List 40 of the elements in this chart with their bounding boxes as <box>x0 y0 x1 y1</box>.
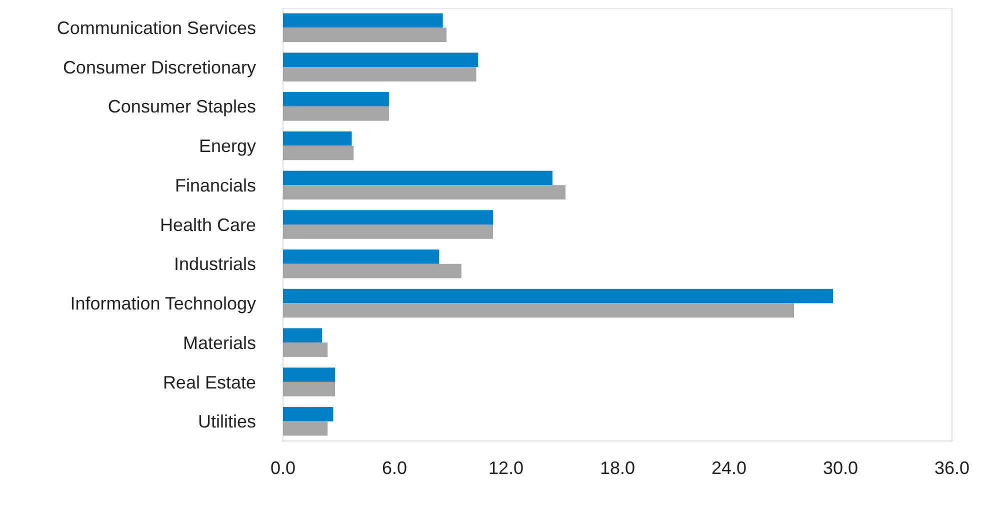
bar <box>283 303 794 318</box>
y-tick-label: Materials <box>182 332 256 353</box>
bar <box>283 368 336 382</box>
bar <box>283 28 447 42</box>
bar <box>283 210 493 224</box>
x-tick-label: 0.0 <box>270 458 296 478</box>
bar <box>283 406 334 422</box>
bar <box>283 52 478 68</box>
x-tick-label: 12.0 <box>488 458 524 478</box>
bar <box>283 131 352 146</box>
y-tick-label: Financials <box>174 175 256 196</box>
bar <box>283 146 354 160</box>
y-tick-label: Industrials <box>174 254 256 274</box>
x-tick-label: 30.0 <box>822 458 858 478</box>
x-tick-label: 24.0 <box>711 458 747 478</box>
bar <box>283 249 440 264</box>
bar <box>283 264 462 278</box>
bar <box>283 106 389 121</box>
bar <box>283 92 389 106</box>
bar <box>283 13 443 28</box>
y-tick-label: Utilities <box>198 412 256 432</box>
y-tick-label: Consumer Staples <box>108 96 256 117</box>
bar <box>283 382 336 396</box>
bar <box>283 288 834 304</box>
y-tick-label: Communication Services <box>56 18 256 38</box>
bar <box>283 224 493 239</box>
x-tick-label: 18.0 <box>600 458 636 478</box>
bar <box>283 67 476 82</box>
bar <box>283 328 322 343</box>
bar <box>283 170 552 186</box>
bar <box>283 185 566 200</box>
bar <box>283 342 328 357</box>
x-tick-label: 36.0 <box>934 458 970 478</box>
bar <box>283 421 328 436</box>
x-tick-label: 6.0 <box>382 458 408 478</box>
y-tick-label: Real Estate <box>162 372 256 392</box>
y-tick-label: Health Care <box>160 214 256 235</box>
y-tick-label: Consumer Discretionary <box>62 57 256 78</box>
y-tick-label: Information Technology <box>70 294 256 314</box>
y-tick-label: Energy <box>198 136 256 156</box>
